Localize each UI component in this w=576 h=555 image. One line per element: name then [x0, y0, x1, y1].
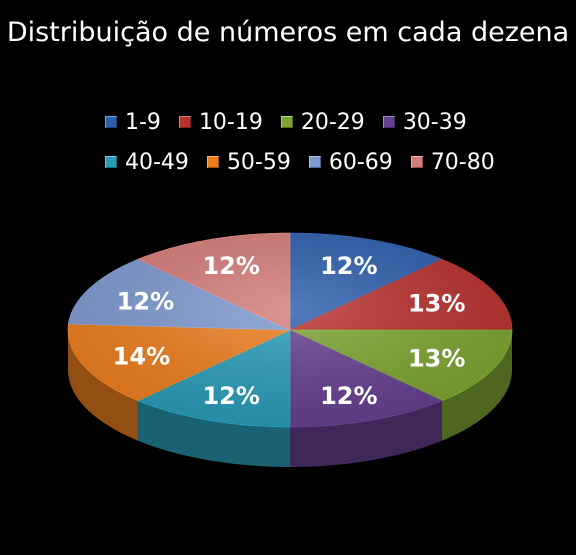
- legend-swatch: [178, 116, 191, 128]
- legend-swatch: [206, 156, 219, 168]
- pie-data-label-1-9: 12%: [320, 252, 377, 280]
- pie-data-label-70-80: 12%: [202, 252, 259, 280]
- legend-item-70-80: 70-80: [410, 149, 495, 175]
- chart-legend: 1-9 10-19 20-29 30-39 40-49 50-59: [105, 102, 525, 182]
- legend-item-60-69: 60-69: [308, 149, 393, 175]
- pie-top-highlight: [68, 233, 512, 427]
- pie-data-label-10-19: 13%: [408, 289, 465, 317]
- legend-item-10-19: 10-19: [178, 109, 263, 135]
- legend-label: 1-9: [125, 109, 161, 135]
- legend-row: 1-9 10-19 20-29 30-39: [105, 102, 525, 142]
- pie-data-label-30-39: 12%: [320, 382, 377, 410]
- legend-swatch: [105, 116, 117, 128]
- legend-item-20-29: 20-29: [280, 109, 365, 135]
- pie-side-40-49: [138, 400, 290, 467]
- legend-label: 30-39: [402, 109, 467, 135]
- pie-data-labels: 12% 13% 13% 12% 12% 14% 12% 12%: [113, 252, 466, 410]
- legend-label: 40-49: [125, 149, 189, 175]
- legend-label: 10-19: [198, 109, 263, 135]
- pie-data-label-20-29: 13%: [408, 345, 465, 373]
- legend-item-40-49: 40-49: [105, 150, 189, 175]
- pie-data-label-60-69: 12%: [117, 287, 174, 315]
- legend-label: 20-29: [300, 109, 365, 135]
- pie-data-label-40-49: 12%: [202, 382, 259, 410]
- legend-swatch: [105, 156, 117, 168]
- chart-title: Distribuição de números em cada dezena: [6, 17, 570, 48]
- legend-swatch: [382, 116, 395, 128]
- legend-label: 70-80: [430, 149, 495, 175]
- pie-data-label-50-59: 14%: [113, 343, 170, 371]
- legend-row: 40-49 50-59 60-69 70-80: [105, 142, 525, 182]
- legend-swatch: [410, 156, 423, 168]
- legend-swatch: [280, 116, 293, 128]
- legend-label: 60-69: [328, 149, 393, 175]
- legend-item-30-39: 30-39: [382, 109, 467, 135]
- pie-side-50-59: [68, 330, 139, 441]
- pie-sides: [68, 330, 512, 467]
- pie-top: [67, 232, 513, 428]
- legend-item-1-9: 1-9: [105, 110, 161, 135]
- legend-label: 50-59: [226, 149, 291, 175]
- pie-side-20-29: [441, 330, 512, 441]
- legend-swatch: [308, 156, 321, 168]
- pie-side-30-39: [290, 400, 442, 467]
- legend-item-50-59: 50-59: [206, 149, 291, 175]
